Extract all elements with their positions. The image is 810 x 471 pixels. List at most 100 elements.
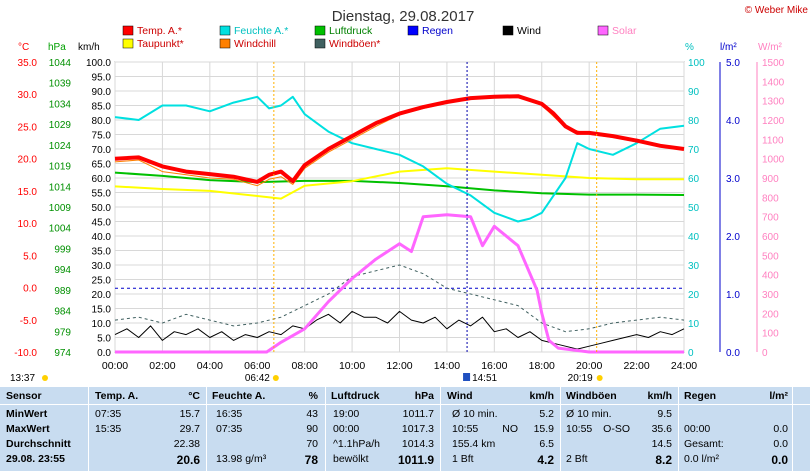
- pressure-tick-label: 979: [54, 327, 71, 338]
- wind-value: 6.5: [539, 438, 554, 450]
- solar-tick-label: 1100: [762, 135, 784, 146]
- header-unit: °C: [188, 390, 200, 402]
- rain-time: 00:00: [684, 423, 711, 435]
- series-line-feuchte-a: [114, 95, 685, 223]
- header-gust: Windböen: [566, 390, 617, 402]
- magenta-square-icon: [597, 25, 609, 36]
- series-line-wind: [114, 310, 685, 350]
- noon-icon: [463, 373, 471, 381]
- wind-tick-label: 15.0: [92, 305, 112, 316]
- row-label: Durchschnitt: [6, 438, 71, 450]
- wind-tick-label: 40.0: [92, 232, 112, 243]
- solar-tick-label: 1500: [762, 58, 785, 69]
- gust-value: 8.2: [655, 453, 672, 467]
- x-tick-label: 12:00: [386, 360, 412, 372]
- rain-time: Gesamt:: [684, 438, 724, 450]
- legend-label: Solar: [612, 25, 637, 37]
- solar-tick-label: 700: [762, 213, 779, 224]
- humidity-tick-label: 90: [688, 87, 700, 98]
- pressure-time: ^1.1hPa/h: [333, 438, 380, 450]
- humidity-tick-label: 80: [688, 116, 700, 127]
- wind-value: 5.2: [539, 408, 554, 420]
- legend-label: Taupunkt*: [137, 38, 184, 50]
- x-tick-label: 24:00: [671, 360, 697, 372]
- temp-tick-label: 35.0: [18, 58, 38, 69]
- wind-time: 10:55: [452, 423, 479, 435]
- wind-value: 15.9: [533, 423, 554, 435]
- pressure-value: 1011.7: [402, 408, 434, 420]
- humidity-time: 07:35: [216, 423, 243, 435]
- wind-tick-label: 65.0: [92, 160, 112, 171]
- legend-label: Temp. A.*: [137, 25, 182, 37]
- pressure-tick-label: 1034: [49, 99, 72, 110]
- temp-time: 15:35: [95, 423, 122, 435]
- wind-time: 155.4 km: [452, 438, 496, 450]
- solar-unit-label: W/m²: [758, 42, 783, 53]
- wind-time: 1 Bft: [452, 453, 474, 465]
- pressure-time: 19:00: [333, 408, 360, 420]
- legend-label: Feuchte A.*: [234, 25, 288, 37]
- stats-table: Sensor Temp. A. °C Feuchte A.% Luftdruck hPa W…: [0, 387, 810, 471]
- legend-label: Regen: [422, 25, 453, 37]
- solar-tick-label: 1400: [762, 77, 785, 88]
- solar-tick-label: 1300: [762, 97, 785, 108]
- wind-tick-label: 35.0: [92, 247, 112, 258]
- red-square-icon: [122, 25, 134, 36]
- gust-value: 9.5: [657, 408, 672, 420]
- row-label: 29.08. 23:55: [6, 453, 65, 465]
- axes: 35.0 30.0 25.0 20.0 15.0 10.0 5.0 0.0 -5.0 -10.0 1…: [14, 58, 784, 372]
- pressure-time: bewölkt: [333, 453, 369, 465]
- header-unit: km/h: [529, 390, 554, 402]
- solar-tick-label: 300: [762, 290, 779, 301]
- grid: [114, 61, 685, 353]
- pressure-tick-label: 989: [54, 286, 71, 297]
- legend-label: Windböen*: [329, 38, 380, 50]
- wind-direction: NO: [502, 423, 518, 435]
- wind-tick-label: 80.0: [92, 116, 112, 127]
- rain-value: 0.0: [773, 438, 788, 450]
- wind-tick-label: 90.0: [92, 87, 112, 98]
- header-rain: Regen: [684, 390, 717, 402]
- series-line-luftdruck: [114, 171, 685, 196]
- solar-tick-label: 0: [762, 348, 768, 359]
- header-sensor: Sensor: [6, 390, 42, 402]
- wind-tick-label: 85.0: [92, 102, 112, 113]
- pressure-tick-label: 1024: [49, 141, 72, 152]
- legend-label: Luftdruck: [329, 25, 373, 37]
- table-divider: [792, 387, 793, 471]
- yellow-square-icon: [122, 38, 134, 49]
- solar-tick-label: 800: [762, 193, 779, 204]
- x-tick-label: 08:00: [292, 360, 318, 372]
- header-humidity: Feuchte A.: [212, 390, 266, 402]
- rain-tick-label: 2.0: [726, 232, 740, 243]
- humidity-value: 78: [304, 453, 318, 467]
- temp-unit-label: °C: [18, 42, 29, 53]
- wind-tick-label: 100.0: [86, 58, 111, 69]
- wind-time: Ø 10 min.: [452, 408, 498, 420]
- brand-label[interactable]: © Weber Mike: [745, 5, 809, 16]
- x-tick-label: 18:00: [529, 360, 555, 372]
- temp-value: 15.7: [179, 408, 200, 420]
- humidity-tick-label: 30: [688, 261, 700, 272]
- humidity-tick-label: 50: [688, 203, 700, 214]
- chart-title: Dienstag, 29.08.2017: [332, 8, 475, 25]
- header-wind: Wind: [447, 390, 473, 402]
- humidity-time: 16:35: [216, 408, 243, 420]
- rain-unit-label: l/m²: [720, 42, 737, 53]
- gust-time: Ø 10 min.: [566, 408, 612, 420]
- wind-value: 4.2: [537, 453, 554, 467]
- temp-tick-label: 30.0: [18, 90, 38, 101]
- humidity-unit-label: %: [685, 42, 694, 53]
- solar-tick-label: 1200: [762, 116, 785, 127]
- header-unit: km/h: [647, 390, 672, 402]
- pressure-tick-label: 1039: [49, 79, 72, 90]
- header-unit: l/m²: [769, 390, 788, 402]
- wind-tick-label: 20.0: [92, 290, 112, 301]
- black-square-icon: [502, 25, 514, 36]
- x-tick-label: 22:00: [623, 360, 649, 372]
- time-markers: 06:42 20:19 14:51 13:37: [10, 62, 603, 384]
- legend-label: Windchill: [234, 38, 276, 50]
- pressure-tick-label: 1019: [49, 162, 72, 173]
- wind-tick-label: 55.0: [92, 189, 112, 200]
- table-divider: [0, 404, 810, 405]
